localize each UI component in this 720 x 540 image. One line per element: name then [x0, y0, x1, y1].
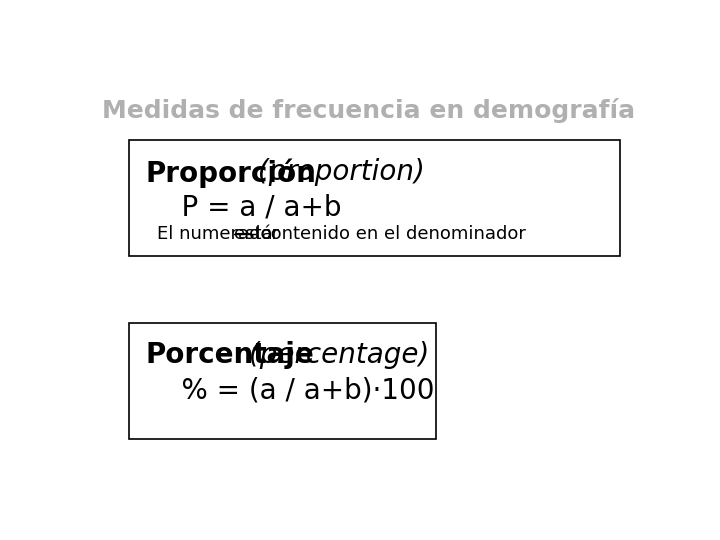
- FancyBboxPatch shape: [129, 322, 436, 439]
- Text: contenido en el denominador: contenido en el denominador: [255, 225, 526, 243]
- Text: El numerador: El numerador: [157, 225, 284, 243]
- Text: Porcentaje: Porcentaje: [145, 341, 315, 369]
- Text: % = (a / a+b)·100: % = (a / a+b)·100: [145, 377, 434, 404]
- Text: P = a / a+b: P = a / a+b: [145, 194, 341, 222]
- Text: Proporción: Proporción: [145, 158, 317, 188]
- FancyBboxPatch shape: [129, 140, 620, 256]
- Text: está: está: [234, 225, 273, 243]
- Text: (proportion): (proportion): [249, 158, 425, 186]
- Text: Medidas de frecuencia en demografía: Medidas de frecuencia en demografía: [102, 98, 636, 123]
- Text: (percentage): (percentage): [240, 341, 429, 369]
